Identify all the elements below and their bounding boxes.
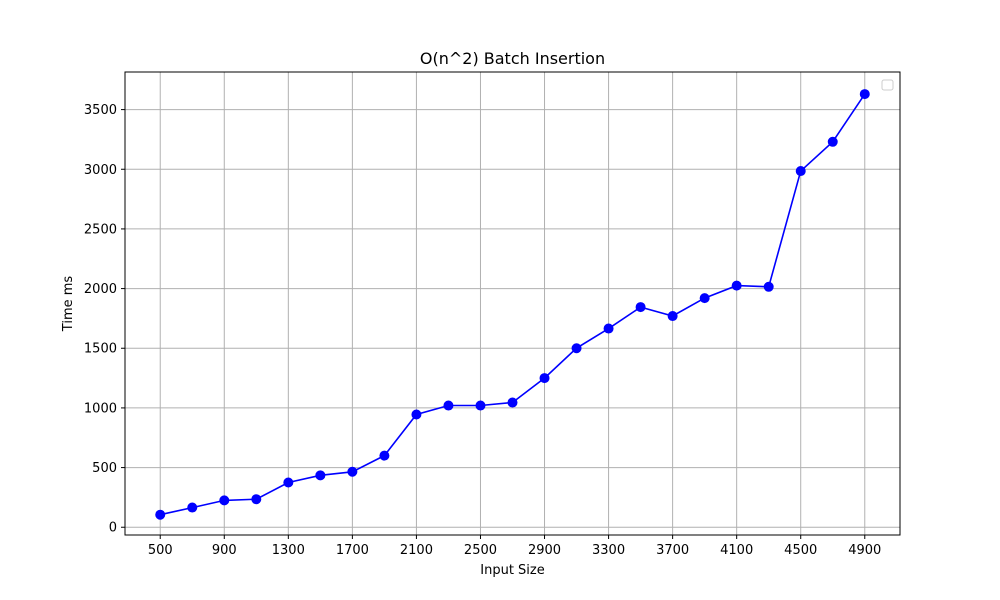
data-point [507,397,518,408]
y-tick-label: 3500 [84,103,117,118]
data-point [731,280,742,291]
x-tick-label: 4100 [720,543,753,558]
y-tick-label: 3000 [84,163,117,178]
x-tick-label: 4500 [784,543,817,558]
y-axis: 0 500 1000 1500 2000 2500 3000 3500 [84,103,125,536]
y-axis-label: Time ms [61,276,76,333]
data-point [667,311,678,322]
plot-frame [124,71,901,536]
y-tick-label: 2500 [84,222,117,237]
data-point [539,373,550,384]
data-point [187,502,198,513]
x-tick-label: 3700 [656,543,689,558]
x-tick-label: 2100 [400,543,433,558]
data-point [411,409,422,420]
data-point [443,400,454,411]
y-tick-label: 0 [109,521,117,536]
data-point [827,136,838,147]
y-tick-label: 1500 [84,342,117,357]
data-point [571,343,582,354]
data-point [219,495,230,506]
data-point [763,281,774,292]
y-tick-label: 500 [92,461,117,476]
data-point [795,166,806,177]
x-tick-label: 900 [212,543,237,558]
series-layer [155,89,870,520]
data-point [347,466,358,477]
x-axis-label: Input Size [480,563,544,578]
data-point [859,89,870,100]
series-line [160,93,866,516]
grid [125,72,900,535]
x-tick-label: 1700 [336,543,369,558]
x-tick-label: 3300 [592,543,625,558]
data-point [699,293,710,304]
x-axis: 500 900 1300 1700 2100 2500 2900 3300 3700 4100 45… [148,535,881,558]
legend [881,79,894,91]
data-point [283,477,294,488]
data-point [635,302,646,313]
data-point [315,470,326,481]
y-tick-label: 2000 [84,282,117,297]
x-tick-label: 2500 [464,543,497,558]
x-tick-label: 2900 [528,543,561,558]
data-point [475,400,486,411]
chart-title: O(n^2) Batch Insertion [420,49,605,68]
data-point [155,509,166,520]
y-tick-label: 1000 [84,401,117,416]
x-tick-label: 4900 [848,543,881,558]
data-point [603,323,614,334]
data-point [251,494,262,505]
data-point [379,450,390,461]
x-tick-label: 1300 [272,543,305,558]
x-tick-label: 500 [148,543,173,558]
